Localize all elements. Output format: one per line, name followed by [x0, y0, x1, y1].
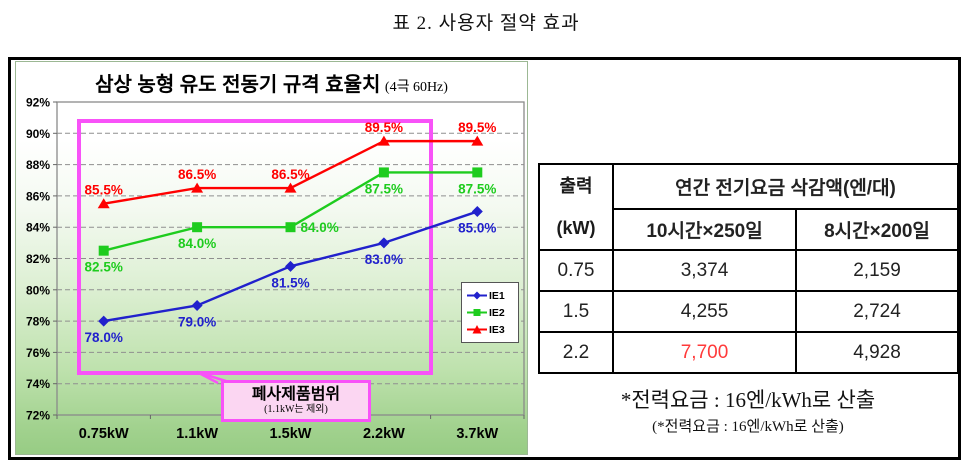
- y-tick-label: 92%: [26, 96, 50, 110]
- marker-diamond: [98, 315, 110, 327]
- data-label-IE2: 84.0%: [178, 236, 216, 251]
- marker-square: [285, 222, 296, 233]
- x-tick-label: 3.7kW: [456, 426, 498, 442]
- legend-item-ie2: IE2: [466, 304, 516, 321]
- legend-item-ie1: IE1: [466, 287, 516, 304]
- subheader-8h200d: 8시간×200일: [795, 207, 959, 252]
- data-label-IE1: 81.5%: [271, 275, 309, 290]
- marker-square: [378, 167, 389, 178]
- output-header-unit: (kW): [556, 218, 596, 238]
- y-tick-label: 84%: [26, 221, 50, 235]
- table-cell-kw: 0.75: [538, 249, 614, 292]
- chart-title: 삼상 농형 유도 전동기 규격 효율치 (4극 60Hz): [16, 68, 527, 97]
- data-label-IE1: 78.0%: [85, 330, 123, 345]
- y-tick-label: 80%: [26, 283, 50, 297]
- data-label-IE3: 89.5%: [365, 120, 403, 135]
- marker-diamond: [191, 299, 203, 311]
- data-label-IE3: 89.5%: [458, 120, 496, 135]
- table-cell-kw: 1.5: [538, 290, 614, 333]
- data-label-IE3: 86.5%: [178, 167, 216, 182]
- table-cell: 3,374: [612, 249, 797, 292]
- marker-triangle: [284, 182, 297, 193]
- legend-label: IE2: [489, 306, 505, 319]
- table-cell: 4,928: [795, 331, 959, 374]
- legend-marker-square-icon: [467, 309, 487, 316]
- figure-box: 삼상 농형 유도 전동기 규격 효율치 (4극 60Hz) 72% 74% 76% 7…: [8, 57, 961, 460]
- subheader-10h250d: 10시간×250일: [612, 207, 797, 252]
- plot-svg: 72% 74% 76% 78% 80% 82% 84% 86% 88% 90% 92% 0.75kW 1…: [26, 96, 525, 442]
- marker-square: [98, 245, 109, 256]
- output-header-label: 출력: [559, 176, 593, 196]
- footnote: *전력요금 : 16엔/kWh로 산출: [620, 388, 876, 412]
- marker-triangle: [377, 135, 390, 146]
- y-tick-label: 78%: [26, 315, 50, 329]
- marker-triangle: [191, 182, 204, 193]
- data-label-IE2: 84.0%: [301, 220, 339, 235]
- data-label-IE1: 79.0%: [178, 314, 216, 329]
- output-kw-header: 출력 (kW): [538, 163, 614, 251]
- x-tick-label: 2.2kW: [363, 426, 405, 442]
- savings-table-panel: 출력 (kW) 연간 전기요금 삭감액(엔/대) 10시간×250일 8시간×2…: [538, 163, 959, 436]
- legend-item-ie3: IE3: [466, 321, 516, 338]
- footnote-sub: (*전력요금 : 16엔/kWh로 산출): [652, 419, 844, 435]
- marker-diamond: [378, 237, 390, 249]
- legend-label: IE3: [489, 323, 505, 336]
- marker-diamond: [471, 206, 483, 218]
- callout-label: 폐사제품범위: [251, 386, 341, 403]
- table-cell: 4,255: [612, 290, 797, 333]
- legend-label: IE1: [489, 289, 505, 302]
- table-cell: 2,724: [795, 290, 959, 333]
- merged-header: 연간 전기요금 삭감액(엔/대): [612, 163, 959, 210]
- table-cell-highlighted: 7,700: [612, 331, 797, 374]
- data-label-IE1: 83.0%: [365, 252, 403, 267]
- figure-caption: 표 2. 사용자 절약 효과: [392, 13, 580, 34]
- product-range-callout: 폐사제품범위 (1.1kW는 제외): [221, 380, 371, 422]
- table-cell-kw: 2.2: [538, 331, 614, 374]
- y-tick-label: 90%: [26, 127, 50, 141]
- marker-triangle: [97, 198, 110, 209]
- chart-title-suffix: (4극 60Hz): [384, 80, 448, 95]
- data-label-IE3: 85.5%: [85, 183, 123, 198]
- marker-square: [192, 222, 203, 233]
- y-tick-label: 72%: [26, 409, 50, 423]
- marker-square: [472, 167, 483, 178]
- marker-diamond: [285, 260, 296, 272]
- product-range-box: [77, 119, 433, 375]
- legend-marker-diamond-icon: [467, 291, 487, 300]
- data-label-IE3: 86.5%: [271, 167, 309, 182]
- chart-legend: IE1 IE2 IE3: [461, 282, 519, 343]
- y-tick-label: 82%: [26, 252, 50, 266]
- y-tick-label: 76%: [26, 346, 50, 360]
- efficiency-chart: 삼상 농형 유도 전동기 규격 효율치 (4극 60Hz) 72% 74% 76% 7…: [15, 61, 528, 455]
- chart-title-main: 삼상 농형 유도 전동기 규격 효율치: [95, 74, 381, 96]
- data-label-IE1: 85.0%: [458, 221, 496, 236]
- data-label-IE2: 87.5%: [458, 181, 496, 196]
- data-label-IE2: 87.5%: [365, 181, 403, 196]
- y-tick-label: 74%: [26, 377, 50, 391]
- callout-sublabel: (1.1kW는 제외): [264, 404, 328, 415]
- legend-marker-triangle-icon: [467, 325, 487, 334]
- table-cell: 2,159: [795, 249, 959, 292]
- x-tick-label: 1.1kW: [176, 426, 218, 442]
- savings-table: 출력 (kW) 연간 전기요금 삭감액(엔/대) 10시간×250일 8시간×2…: [538, 163, 959, 374]
- y-tick-label: 88%: [26, 158, 50, 172]
- marker-triangle: [471, 135, 484, 146]
- y-tick-label: 86%: [26, 189, 50, 203]
- x-tick-label: 0.75kW: [79, 426, 129, 442]
- x-tick-label: 1.5kW: [270, 426, 312, 442]
- data-label-IE2: 82.5%: [85, 260, 123, 275]
